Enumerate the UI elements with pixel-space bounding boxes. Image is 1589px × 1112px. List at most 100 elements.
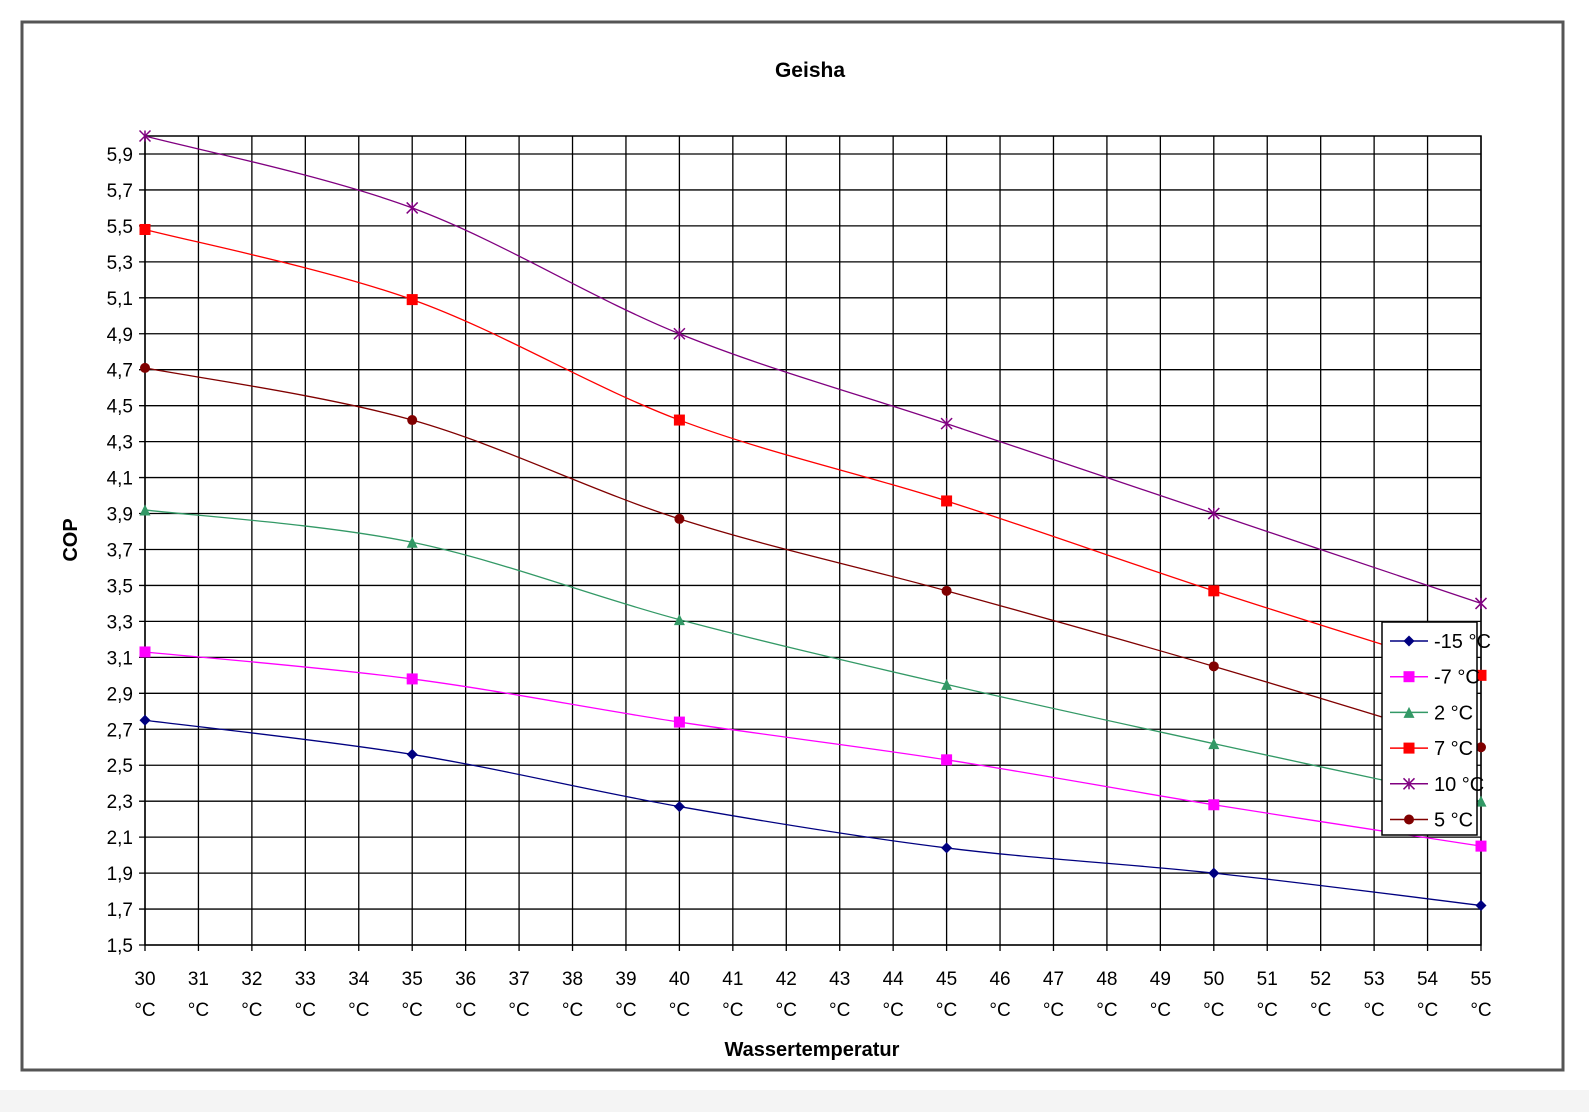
marker-square — [673, 716, 685, 728]
x-tick-label: 40 — [669, 969, 690, 990]
x-tick-label: 47 — [1043, 969, 1064, 990]
marker-circle — [674, 513, 685, 524]
legend-label: 7 °C — [1434, 738, 1473, 760]
x-tick-unit: °C — [669, 1000, 690, 1021]
x-tick-label: 38 — [562, 969, 583, 990]
x-tick-unit: °C — [402, 1000, 423, 1021]
x-tick-label: 42 — [776, 969, 797, 990]
x-tick-unit: °C — [455, 1000, 476, 1021]
marker-square — [941, 495, 953, 507]
x-tick-unit: °C — [348, 1000, 369, 1021]
legend-box — [1381, 621, 1478, 836]
y-tick-label: 5,7 — [107, 181, 133, 202]
marker-circle — [407, 415, 418, 426]
marker-triangle — [1403, 706, 1415, 718]
marker-square — [406, 294, 418, 306]
x-tick-label: 33 — [295, 969, 316, 990]
y-tick-label: 4,5 — [107, 397, 133, 418]
series-5C — [140, 362, 1486, 753]
y-tick-label: 5,3 — [107, 253, 133, 274]
x-tick-label: 39 — [615, 969, 636, 990]
series-line — [144, 651, 1482, 847]
marker-circle — [941, 585, 952, 596]
marker-diamond — [941, 842, 953, 854]
marker-square — [139, 223, 151, 235]
legend-item: 10 °C — [1390, 774, 1484, 796]
x-tick-unit: °C — [882, 1000, 903, 1021]
x-tick-unit: °C — [989, 1000, 1010, 1021]
tick-labels: 30 °C 31 °C 32 °C 33 °C 34 °C 35 °C 36 °C 37 °C 38 °C 39 °C… — [107, 145, 1492, 1021]
legend-label: 5 °C — [1434, 810, 1473, 832]
y-tick-label: 4,3 — [107, 433, 133, 454]
marker-triangle — [1208, 738, 1220, 750]
x-tick-label: 50 — [1203, 969, 1224, 990]
y-tick-label: 3,3 — [107, 612, 133, 633]
x-tick-label: 44 — [883, 969, 905, 990]
series--15C — [139, 714, 1487, 911]
x-tick-label: 35 — [402, 969, 423, 990]
series-line — [144, 228, 1482, 676]
y-tick-label: 1,9 — [107, 864, 133, 885]
x-tick-label: 43 — [829, 969, 850, 990]
marker-star — [1474, 597, 1488, 610]
y-tick-label: 5,9 — [107, 145, 133, 166]
x-tick-unit: °C — [1417, 1000, 1438, 1021]
x-tick-label: 49 — [1150, 969, 1171, 990]
x-tick-label: 53 — [1364, 969, 1385, 990]
legend-item: -15 °C — [1390, 631, 1491, 653]
y-tick-label: 4,1 — [107, 469, 133, 490]
legend-label: 2 °C — [1434, 702, 1473, 724]
marker-square — [1475, 840, 1487, 852]
marker-diamond — [1208, 867, 1220, 879]
x-tick-label: 45 — [936, 969, 957, 990]
x-tick-label: 41 — [722, 969, 743, 990]
marker-diamond — [406, 748, 418, 760]
x-tick-unit: °C — [1310, 1000, 1331, 1021]
y-tick-label: 4,9 — [107, 325, 133, 346]
grid — [139, 135, 1482, 951]
marker-square — [941, 754, 953, 766]
marker-triangle — [1475, 795, 1487, 807]
marker-diamond — [1403, 635, 1415, 647]
y-tick-label: 3,5 — [107, 576, 133, 597]
marker-square — [1208, 585, 1220, 597]
y-tick-label: 1,7 — [107, 900, 133, 921]
marker-star — [406, 201, 419, 214]
x-tick-label: 34 — [348, 969, 370, 990]
series-2C — [139, 504, 1487, 807]
x-tick-unit: °C — [1203, 1000, 1224, 1021]
legend-item: 7 °C — [1390, 738, 1473, 760]
marker-square — [1475, 669, 1487, 681]
marker-diamond — [139, 714, 151, 726]
marker-square — [1403, 671, 1415, 683]
x-tick-unit: °C — [722, 1000, 743, 1021]
x-tick-unit: °C — [1096, 1000, 1117, 1021]
marker-circle — [1404, 814, 1414, 825]
series-line — [144, 509, 1482, 802]
legend-item: 5 °C — [1390, 810, 1473, 832]
legend-label: -15 °C — [1434, 631, 1491, 653]
series-line — [144, 719, 1482, 907]
marker-circle — [1208, 661, 1219, 672]
marker-square — [1403, 742, 1415, 754]
marker-circle — [1476, 742, 1486, 753]
x-tick-unit: °C — [1043, 1000, 1064, 1021]
series-line — [144, 135, 1482, 605]
x-tick-label: 31 — [188, 969, 209, 990]
x-tick-unit: °C — [1363, 1000, 1384, 1021]
marker-square — [673, 414, 685, 426]
y-tick-label: 5,1 — [107, 289, 133, 310]
x-tick-label: 46 — [989, 969, 1010, 990]
marker-triangle — [406, 536, 418, 548]
x-tick-unit: °C — [1150, 1000, 1171, 1021]
x-tick-label: 37 — [509, 969, 530, 990]
x-axis-label: Wassertemperatur — [725, 1039, 900, 1061]
x-tick-unit: °C — [1470, 1000, 1491, 1021]
chart-title: Geisha — [775, 59, 845, 82]
marker-star — [1207, 507, 1220, 520]
legend-item: 2 °C — [1390, 702, 1473, 724]
y-axis-label: COP — [60, 518, 82, 561]
x-tick-unit: °C — [829, 1000, 850, 1021]
x-tick-label: 51 — [1257, 969, 1278, 990]
x-tick-label: 55 — [1470, 969, 1491, 990]
